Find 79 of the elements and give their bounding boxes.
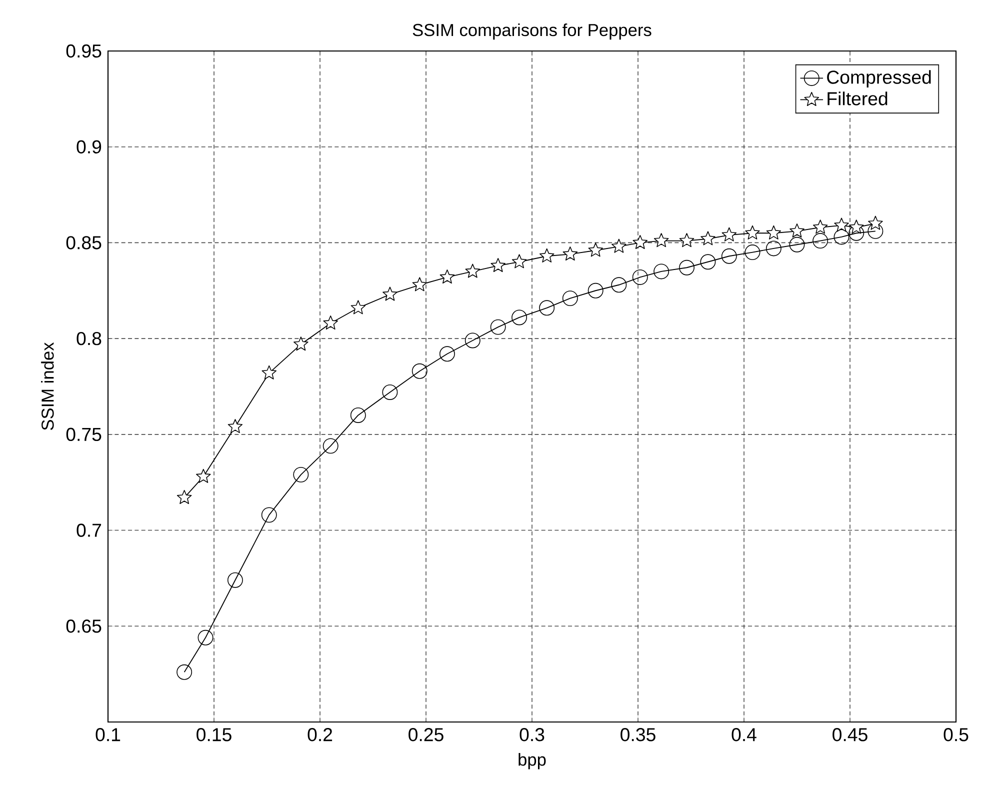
point — [744, 244, 760, 260]
point — [382, 384, 398, 400]
point — [512, 310, 528, 326]
point — [176, 490, 192, 504]
point — [176, 664, 192, 680]
point — [868, 223, 884, 239]
x-axis-title: bpp — [518, 753, 546, 770]
legend-label: Compressed — [827, 70, 931, 88]
y-tick-label: 0.8 — [76, 332, 102, 346]
point — [262, 365, 276, 380]
point — [766, 240, 782, 256]
point — [539, 248, 554, 262]
x-tick-label: 0.15 — [196, 728, 232, 742]
point — [700, 254, 716, 270]
point — [654, 264, 670, 280]
point — [539, 300, 555, 316]
y-tick-label: 0.95 — [66, 44, 102, 58]
point — [412, 363, 428, 379]
point — [261, 507, 277, 523]
point — [228, 419, 243, 434]
point — [868, 216, 883, 230]
x-tick-label: 0.35 — [620, 728, 656, 742]
point — [789, 236, 805, 252]
x-tick-label: 0.45 — [832, 728, 868, 742]
point — [721, 248, 737, 264]
point — [350, 300, 366, 314]
y-axis-title: SSIM index — [41, 342, 54, 430]
point — [323, 315, 338, 330]
point — [834, 218, 849, 232]
x-tick-label: 0.3 — [520, 728, 544, 742]
chart-title: SSIM comparisons for Peppers — [412, 23, 652, 40]
point — [834, 229, 850, 245]
point — [632, 234, 648, 250]
point — [465, 264, 480, 278]
point — [350, 408, 366, 423]
x-tick-label: 0.2 — [308, 728, 332, 742]
x-tick-label: 0.4 — [732, 728, 756, 742]
y-tick-label: 0.85 — [66, 236, 102, 250]
x-tick-label: 0.25 — [408, 728, 444, 742]
point — [490, 258, 506, 272]
point — [293, 466, 309, 482]
point — [679, 233, 694, 248]
point — [588, 242, 603, 257]
point — [679, 260, 694, 276]
point — [196, 468, 211, 483]
point — [588, 282, 604, 298]
point — [490, 319, 506, 335]
point — [562, 246, 578, 261]
legend-label: Filtered — [828, 92, 888, 106]
point — [632, 269, 648, 285]
point — [294, 336, 308, 351]
point — [848, 225, 864, 241]
point — [512, 254, 527, 268]
point — [382, 286, 398, 301]
point — [464, 332, 480, 348]
point — [611, 277, 627, 293]
y-tick-label: 0.65 — [66, 620, 102, 633]
point — [322, 438, 338, 454]
point — [745, 225, 760, 240]
y-tick-label: 0.75 — [66, 428, 102, 442]
x-tick-label: 0.1 — [96, 728, 120, 742]
point — [766, 225, 782, 240]
point — [440, 269, 455, 284]
point — [812, 233, 828, 249]
point — [722, 227, 737, 242]
point — [198, 630, 214, 646]
point — [412, 277, 428, 292]
x-tick-label: 0.5 — [944, 728, 968, 742]
point — [439, 346, 455, 362]
point — [654, 233, 669, 248]
point — [700, 231, 716, 246]
point — [562, 290, 578, 306]
y-tick-label: 0.7 — [76, 524, 102, 537]
point — [227, 572, 243, 588]
point — [612, 238, 626, 253]
y-tick-label: 0.9 — [76, 140, 102, 154]
point — [812, 220, 828, 234]
point — [790, 223, 804, 238]
point — [848, 220, 864, 234]
